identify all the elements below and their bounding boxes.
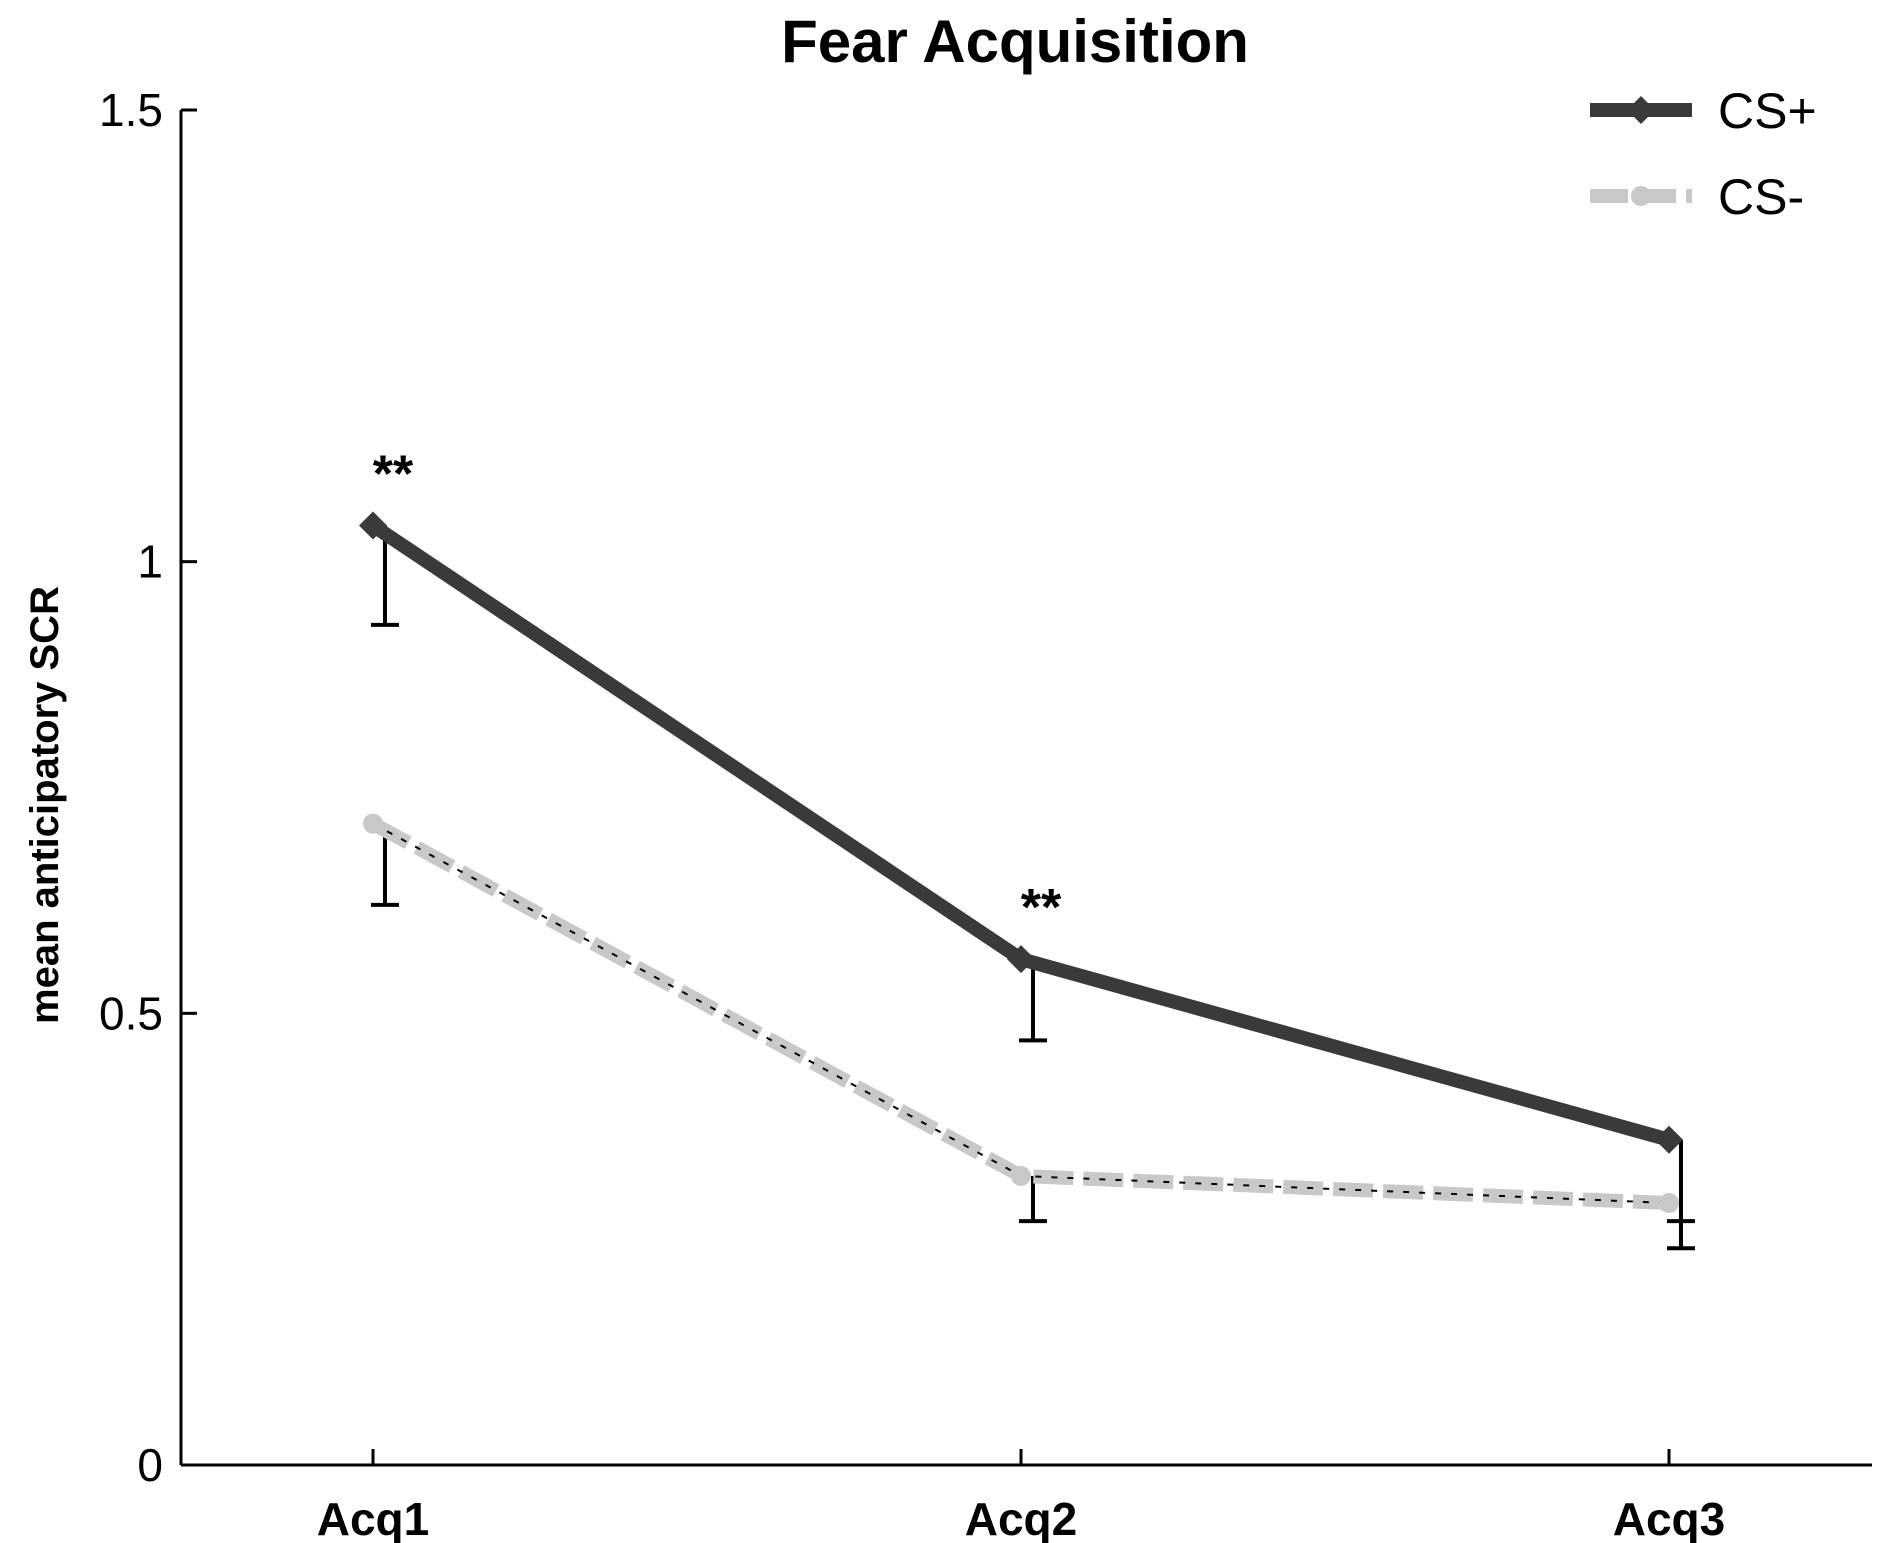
- axes: 0 0.5 1 1.5 Acq1 Acq2 Acq3: [99, 84, 1872, 1543]
- legend-label: CS+: [1718, 83, 1817, 139]
- annotations: ** **: [373, 445, 1062, 937]
- chart-title: Fear Acquisition: [781, 8, 1249, 75]
- data-point-cs-minus: [1659, 1193, 1679, 1214]
- series-line-cs-plus: [369, 519, 1671, 1147]
- x-tick-label: Acq2: [965, 1493, 1077, 1543]
- legend-marker-cs-minus: [1631, 186, 1651, 206]
- x-tick-label: Acq3: [1613, 1493, 1725, 1543]
- y-tick-label: 0: [137, 1439, 163, 1491]
- legend-marker-cs-plus: [1627, 96, 1655, 124]
- data-point-cs-plus: [1007, 945, 1035, 974]
- error-bars: [371, 525, 1695, 1251]
- x-tick-label: Acq1: [317, 1493, 429, 1543]
- data-point-cs-plus: [359, 511, 387, 540]
- legend-label: CS-: [1718, 169, 1804, 225]
- y-tick-label: 0.5: [99, 987, 163, 1039]
- data-point-cs-minus: [363, 813, 383, 834]
- data-point-cs-plus: [1655, 1125, 1683, 1154]
- significance-marker: **: [373, 445, 414, 503]
- data-point-cs-minus: [1011, 1165, 1031, 1186]
- y-tick-label: 1: [137, 536, 163, 588]
- y-tick-label: 1.5: [99, 84, 163, 136]
- y-axis-label: mean anticipatory SCR: [23, 586, 67, 1024]
- significance-marker: **: [1021, 879, 1062, 937]
- legend: CS+ CS-: [1590, 83, 1817, 225]
- series-lines: [359, 511, 1683, 1214]
